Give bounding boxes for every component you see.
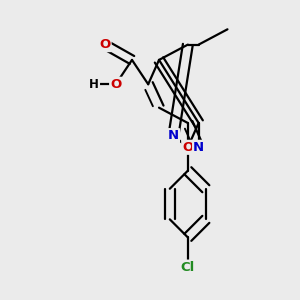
Text: O: O [182, 141, 194, 154]
Text: H: H [89, 78, 99, 91]
Text: O: O [99, 38, 111, 51]
Text: N: N [193, 141, 204, 154]
Text: Cl: Cl [181, 261, 195, 274]
Text: N: N [168, 129, 179, 142]
Text: O: O [110, 78, 122, 91]
